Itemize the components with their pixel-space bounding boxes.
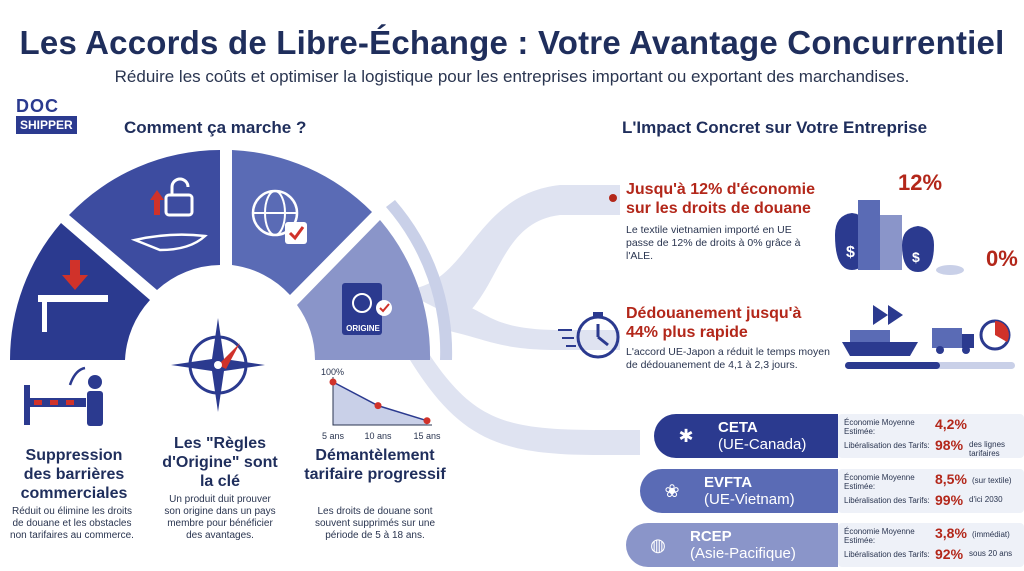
agreement-name-rcep: RCEP (Asie-Pacifique): [690, 528, 796, 562]
compass-icon: [171, 318, 265, 412]
liberalisation-label: Libéralisation des Tarifs:: [844, 496, 930, 505]
savings-value: 3,8%: [935, 525, 967, 541]
agreement-band-ceta: [654, 414, 838, 458]
connector-middle: [440, 300, 620, 350]
agreement-name-ceta: CETA (UE-Canada): [718, 419, 806, 453]
agreement-code: RCEP: [690, 528, 732, 545]
passport-origin-icon: [342, 283, 392, 335]
barrier-down-icon: [38, 260, 108, 332]
logo-bottom-text: SHIPPER: [16, 116, 77, 134]
globe-asia-icon: ◍: [650, 535, 666, 555]
savings-label: Économie Moyenne Estimée:: [844, 473, 915, 491]
agreement-band-evfta: [640, 469, 838, 513]
agreement-name-evfta: EVFTA (UE-Vietnam): [704, 474, 795, 508]
chart-x-tick: 15 ans: [413, 431, 441, 441]
svg-text:$: $: [846, 244, 855, 261]
impact-heading: L'Impact Concret sur Votre Entreprise: [622, 118, 928, 137]
impact-2-text: L'accord UE-Japon a réduit le temps moye…: [626, 346, 830, 371]
barrier-person-icon: [24, 366, 103, 426]
agreement-code: EVFTA: [704, 474, 753, 491]
ship-truck-icon: [842, 305, 1015, 369]
maple-leaf-icon: ✱: [678, 426, 694, 446]
step-3-title: Démantèlement tarifaire progressif: [304, 447, 446, 483]
liberalisation-note: sous 20 ans: [969, 549, 1013, 558]
chart-x-tick: 5 ans: [322, 431, 345, 441]
liberalisation-value: 99%: [935, 492, 964, 508]
logo-top-text: DOC: [16, 96, 59, 116]
money-bags-icon: $ $: [835, 200, 964, 275]
agreement-region: (UE-Vietnam): [704, 491, 795, 508]
step-2-title: Les "Règles d'Origine" sont la clé: [162, 435, 278, 490]
docshipper-logo: DOC SHIPPER: [16, 96, 84, 140]
chart-point: [374, 402, 382, 410]
agreement-code: CETA: [718, 419, 758, 436]
step-2-text: Un produit duit prouver son origine dans…: [164, 494, 276, 541]
fan-diagram: 5 ans 10 ans 15 ans 100% $ $: [10, 150, 1015, 455]
agreement-region: (Asie-Pacifique): [690, 545, 796, 562]
chart-point: [329, 378, 337, 386]
agreement-band-rcep: [626, 523, 838, 567]
liberalisation-value: 98%: [935, 437, 964, 453]
chart-top-label: 100%: [321, 367, 344, 377]
page-title: Les Accords de Libre-Échange : Votre Ava…: [19, 24, 1005, 61]
unlock-hand-icon: [130, 177, 208, 252]
tariff-mini-chart: 5 ans 10 ans 15 ans 100%: [321, 367, 441, 441]
liberalisation-label: Libéralisation des Tarifs:: [844, 441, 930, 450]
globe-check-icon: [251, 189, 307, 244]
liberalisation-label: Libéralisation des Tarifs:: [844, 550, 930, 559]
wedge-outer-arc: [386, 200, 453, 360]
origin-badge: ORIGINE: [346, 324, 380, 333]
stopwatch-icon: [558, 312, 620, 359]
liberalisation-note: des lignes tarifaires: [969, 440, 1006, 458]
impact-1-title: Jusqu'à 12% d'économie sur les droits de…: [626, 181, 815, 217]
agreement-region: (UE-Canada): [718, 436, 807, 453]
step-3-text: Les droits de douane sont souvent suppri…: [314, 506, 436, 541]
page-subtitle: Réduire les coûts et optimiser la logist…: [114, 67, 910, 86]
savings-note: (sur textile): [972, 476, 1012, 485]
savings-value: 8,5%: [935, 471, 967, 487]
savings-value: 4,2%: [935, 416, 967, 432]
liberalisation-value: 92%: [935, 546, 964, 562]
lotus-icon: ❀: [664, 481, 680, 501]
chart-axis: [332, 377, 432, 426]
value-to: 0%: [986, 246, 1018, 271]
agreement-card-evfta: [838, 469, 1024, 513]
impact-2-title: Dédouanement jusqu'à 44% plus rapide: [626, 305, 802, 341]
chart-point: [423, 417, 431, 425]
liberalisation-note: d'ici 2030: [969, 495, 1003, 504]
step-1-text: Réduit ou élimine les droits de douane e…: [10, 506, 134, 541]
impact-dot-1: [609, 194, 617, 202]
step-1-title: Suppression des barrières commerciales: [20, 447, 128, 502]
agreement-card-ceta: [838, 414, 1024, 458]
how-it-works-heading: Comment ça marche ?: [124, 118, 307, 137]
value-from: 12%: [898, 170, 943, 195]
wedge-2: [69, 150, 220, 290]
agreement-card-rcep: [838, 523, 1024, 567]
chart-x-tick: 10 ans: [364, 431, 392, 441]
savings-label: Économie Moyenne Estimée:: [844, 527, 915, 545]
impact-1-text: Le textile vietnamien importé en UE pass…: [626, 224, 801, 262]
savings-label: Économie Moyenne Estimée:: [844, 418, 915, 436]
connector-lower: [410, 340, 640, 455]
savings-note: (immédiat): [972, 530, 1010, 539]
connector-upper: [400, 185, 620, 320]
svg-text:$: $: [912, 249, 920, 265]
